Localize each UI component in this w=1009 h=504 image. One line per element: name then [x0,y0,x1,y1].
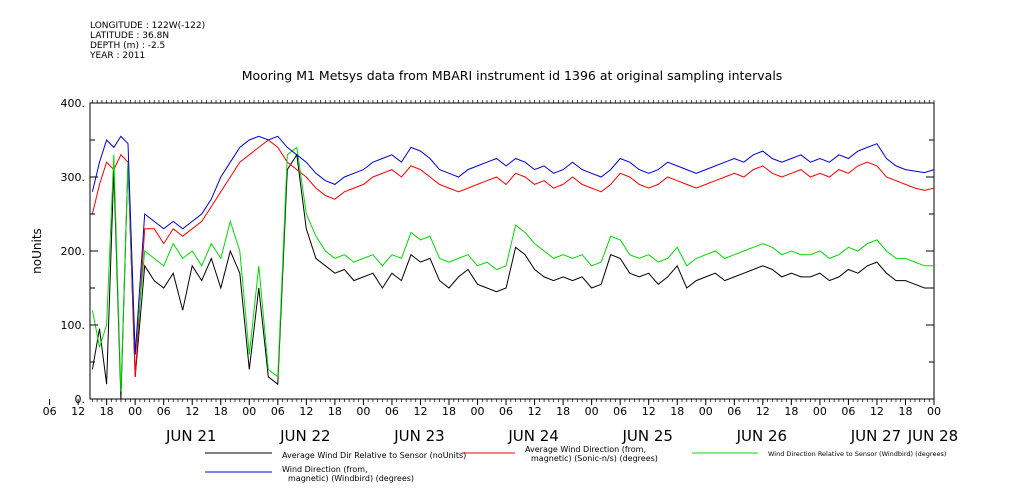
day-label: JUN 23 [393,427,444,445]
day-label: JUN 25 [621,427,672,445]
x-tick-label: 18 [898,405,912,418]
x-tick-label: 00 [585,405,599,418]
x-tick-label: 12 [756,405,770,418]
x-tick-label: 00 [927,405,941,418]
x-tick-label: 18 [670,405,684,418]
latitude-label: LATITUDE : 36.8N [90,31,170,41]
legend-label: Wind Direction Relative to Sensor (Windb… [768,450,946,458]
year-label: YEAR : 2011 [90,51,146,61]
x-tick-label: 00 [356,405,370,418]
day-label: JUN 27 [850,427,901,445]
x-tick-label: 12 [299,405,313,418]
x-tick-label: 06 [43,405,57,418]
longitude-label: LONGITUDE : 122W(-122) [90,21,206,31]
x-tick-label: 06 [385,405,399,418]
x-tick-label: 00 [813,405,827,418]
x-tick-label: 12 [870,405,884,418]
legend: Average Wind Dir Relative to Sensor (noU… [205,445,946,483]
x-tick-label: 18 [556,405,570,418]
day-label: JUN 24 [507,427,558,445]
y-tick-label: 100. [61,319,86,332]
x-tick-label: 12 [71,405,85,418]
day-label: JUN 22 [279,427,330,445]
x-tick-label: 06 [727,405,741,418]
y-tick-label: 400. [61,97,86,110]
y-tick-label: 300. [61,171,86,184]
x-tick-label: 06 [271,405,285,418]
x-tick-label: 00 [471,405,485,418]
y-tick-label: 200. [61,245,86,258]
x-tick-label: 00 [128,405,142,418]
x-tick-label: 00 [242,405,256,418]
x-tick-label: 12 [528,405,542,418]
x-tick-label: 00 [699,405,713,418]
x-tick-label: 18 [784,405,798,418]
x-tick-label: 06 [499,405,513,418]
legend-label: Average Wind Dir Relative to Sensor (noU… [282,451,466,460]
series-line-3 [91,146,934,392]
series-line-1 [91,153,934,400]
series-line-4 [91,135,935,355]
axes-group: 0. 100. 200. 300. 400. 06 12 18 00 06 12 18 00 06 12 18… [43,97,959,445]
x-tick-label: 12 [185,405,199,418]
y-axis-label: noUnits [30,228,44,274]
x-tick-label: 18 [328,405,342,418]
chart-title: Mooring M1 Metsys data from MBARI instru… [242,68,783,83]
day-label: JUN 28 [907,427,958,445]
day-label: JUN 21 [165,427,216,445]
x-tick-label: 06 [157,405,171,418]
series-group [91,135,935,400]
metadata-block: LONGITUDE : 122W(-122) LATITUDE : 36.8N … [90,21,205,61]
x-tick-label: 06 [841,405,855,418]
x-tick-label: 12 [413,405,427,418]
x-tick-label: 18 [100,405,114,418]
series-line-2 [91,139,935,377]
legend-label: Average Wind Direction (from, magnetic) (… [525,445,658,463]
legend-label: Wind Direction (from, magnetic) (Windbird… [282,465,414,483]
x-tick-label: 18 [442,405,456,418]
x-tick-label: 06 [613,405,627,418]
day-label: JUN 26 [736,427,787,445]
depth-label: DEPTH (m) : -2.5 [90,41,166,51]
x-tick-label: 18 [214,405,228,418]
y-tick-label: 0. [75,393,86,406]
x-tick-label: 12 [642,405,656,418]
